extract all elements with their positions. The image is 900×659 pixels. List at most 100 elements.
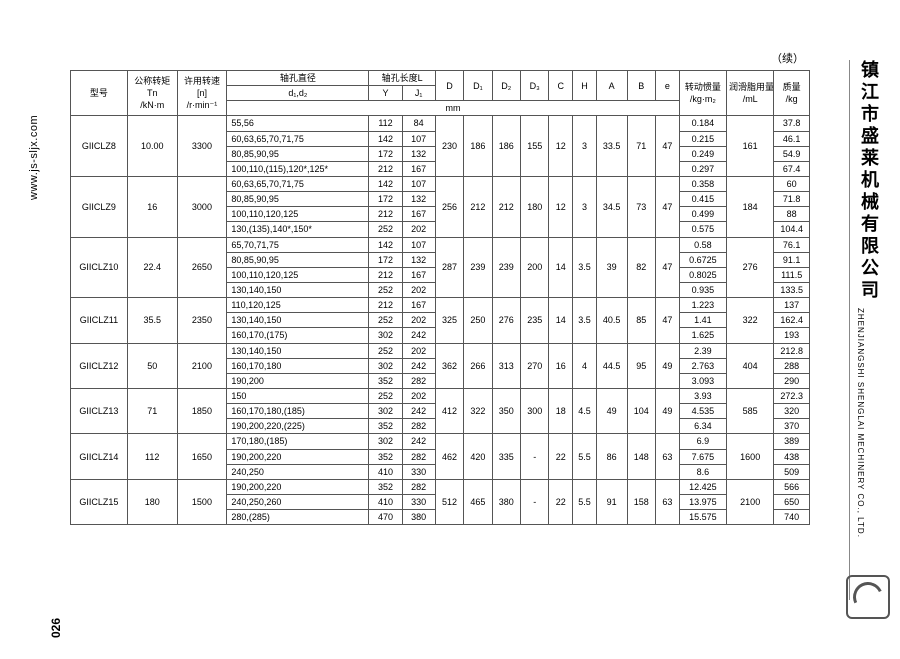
table-row: GIICLZ1022.4265065,70,71,751421072872392… [71,237,810,252]
data-cell: 352 [369,373,402,388]
data-cell: 242 [402,358,435,373]
data-cell: 2100 [727,479,774,524]
data-cell: 180 [521,176,549,237]
data-cell: 15.575 [679,510,726,525]
header-cell: d₁,d₂ [227,86,369,101]
data-cell: 100,110,120,125 [227,267,369,282]
data-cell: 88 [774,207,810,222]
data-cell: 462 [435,434,463,479]
data-cell: 12 [549,176,573,237]
header-cell: A [596,71,627,101]
company-sidebar: 镇江市盛莱机械有限公司 ZHENJIANGSHI SHENGLAI MECHIN… [849,60,886,600]
data-cell: 212.8 [774,343,810,358]
data-cell: 111.5 [774,267,810,282]
data-cell: 302 [369,358,402,373]
data-cell: 239 [492,237,520,298]
data-cell: 82 [627,237,655,298]
data-cell: 420 [464,434,492,479]
page-number: 026 [49,618,63,638]
data-cell: 1600 [727,434,774,479]
data-cell: 22 [549,479,573,524]
data-cell: 8.6 [679,464,726,479]
data-cell: 14 [549,237,573,298]
data-cell: 33.5 [596,116,627,177]
data-cell: 3 [573,116,597,177]
data-cell: 0.499 [679,207,726,222]
data-cell: 330 [402,494,435,509]
data-cell: 130,140,150 [227,313,369,328]
data-cell: 252 [369,388,402,403]
data-cell: 44.5 [596,343,627,388]
data-cell: 6.34 [679,419,726,434]
data-cell: 252 [369,282,402,297]
header-cell: 转动惯量/kg·m₂ [679,71,726,116]
data-cell: 242 [402,328,435,343]
data-cell: 167 [402,161,435,176]
data-cell: GIICLZ12 [71,343,128,388]
data-cell: 167 [402,207,435,222]
data-cell: 148 [627,434,655,479]
data-cell: 65,70,71,75 [227,237,369,252]
data-cell: 49 [655,388,679,433]
data-cell: 470 [369,510,402,525]
table-row: GIICLZ916300060,63,65,70,71,751421072562… [71,176,810,191]
data-cell: 0.297 [679,161,726,176]
header-cell: D [435,71,463,101]
data-cell: 76.1 [774,237,810,252]
data-cell: 282 [402,419,435,434]
company-name-en: ZHENJIANGSHI SHENGLAI MECHINERY CO., LTD… [856,308,865,538]
data-cell: 282 [402,479,435,494]
data-cell: 288 [774,358,810,373]
data-cell: 212 [464,176,492,237]
data-cell: GIICLZ13 [71,388,128,433]
data-cell: 290 [774,373,810,388]
company-name-cn: 镇江市盛莱机械有限公司 [856,60,882,302]
data-cell: 4.5 [573,388,597,433]
data-cell: 161 [727,116,774,177]
data-cell: 2100 [177,343,227,388]
data-cell: 302 [369,404,402,419]
data-cell: 2650 [177,237,227,298]
data-cell: 266 [464,343,492,388]
header-cell: 质量/kg [774,71,810,116]
data-cell: 85 [627,298,655,343]
data-cell: 287 [435,237,463,298]
data-cell: GIICLZ15 [71,479,128,524]
data-cell: 3.093 [679,373,726,388]
data-cell: 155 [521,116,549,177]
data-cell: 240,250 [227,464,369,479]
data-cell: 47 [655,237,679,298]
data-cell: 132 [402,252,435,267]
data-cell: 12 [549,116,573,177]
data-cell: 184 [727,176,774,237]
data-cell: 142 [369,176,402,191]
data-cell: 2350 [177,298,227,343]
data-cell: 380 [402,510,435,525]
data-cell: 302 [369,434,402,449]
data-cell: 5.5 [573,479,597,524]
data-cell: 4 [573,343,597,388]
data-cell: 512 [435,479,463,524]
data-cell: 200 [521,237,549,298]
header-cell: C [549,71,573,101]
data-cell: GIICLZ14 [71,434,128,479]
data-cell: 172 [369,146,402,161]
data-cell: 47 [655,298,679,343]
data-cell: 49 [596,388,627,433]
header-cell: B [627,71,655,101]
data-cell: 95 [627,343,655,388]
data-cell: 193 [774,328,810,343]
data-cell: 160,170,180 [227,358,369,373]
data-cell: 230 [435,116,463,177]
data-cell: 322 [727,298,774,343]
data-cell: 186 [464,116,492,177]
data-cell: 3300 [177,116,227,177]
data-cell: 202 [402,282,435,297]
header-cell: D₃ [521,71,549,101]
data-cell: 1.625 [679,328,726,343]
data-cell: 46.1 [774,131,810,146]
data-cell: 180 [127,479,177,524]
table-row: GIICLZ151801500190,200,22035228251246538… [71,479,810,494]
data-cell: 276 [727,237,774,298]
header-cell: 润滑脂用量/mL [727,71,774,116]
